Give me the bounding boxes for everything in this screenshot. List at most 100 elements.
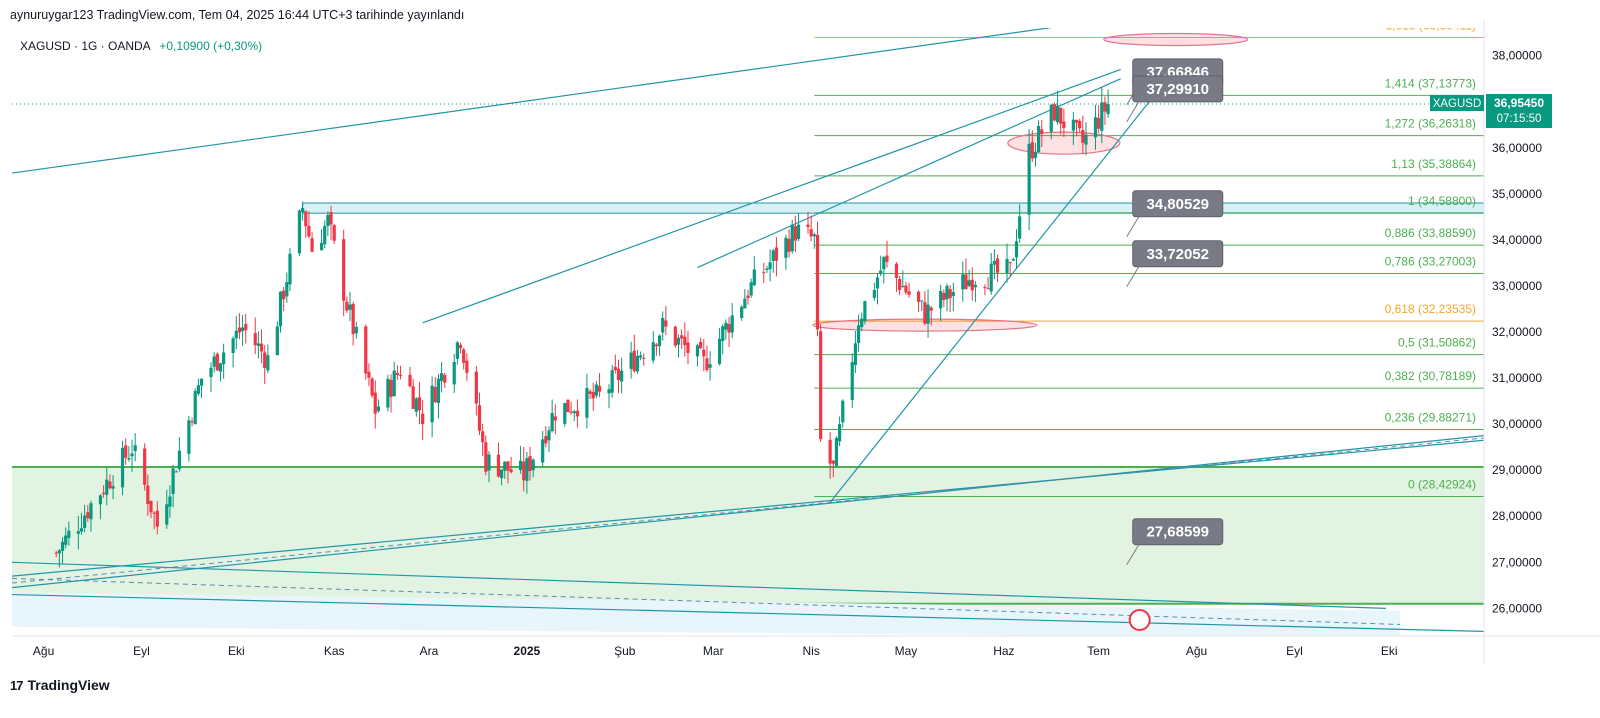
price-callout: 37,29910 [1126, 75, 1224, 123]
candle-body [676, 337, 681, 345]
candle-body [79, 528, 84, 532]
candle-body [951, 292, 955, 296]
candle-body [199, 378, 204, 386]
candle-body [661, 317, 665, 333]
us-flag-icon [1128, 609, 1151, 631]
candle-body [1008, 262, 1012, 264]
candle-body [143, 448, 147, 485]
candle-body [174, 471, 178, 473]
candle-body [639, 355, 643, 358]
candle-body [86, 512, 90, 519]
candle-body [500, 469, 504, 479]
candle-body [872, 289, 876, 298]
x-tick-label: May [895, 644, 918, 658]
resistance-band [302, 202, 1484, 214]
candle-body [127, 458, 131, 460]
candle-body [64, 535, 68, 545]
candle-body [57, 550, 61, 554]
candle-body [796, 224, 801, 239]
candle-body [983, 286, 987, 288]
candle-body [231, 338, 235, 353]
candle-body [762, 272, 766, 274]
fib-label: 0,236 (29,88271) [1385, 411, 1476, 425]
callout-pointer [1126, 544, 1140, 565]
candle-body [323, 225, 327, 245]
candle-body [259, 343, 264, 352]
symbol-tag [1430, 95, 1484, 111]
y-tick-label: 35,00000 [1492, 187, 1542, 201]
candle-body [152, 512, 156, 514]
trendline [12, 435, 1484, 589]
candle-body [354, 326, 358, 334]
candle-body [370, 378, 374, 396]
candle-body [553, 416, 557, 421]
fib-label: 0,618 (32,23535) [1385, 302, 1476, 316]
candle-body [686, 342, 690, 353]
candle-body [297, 210, 302, 254]
candle-body [395, 372, 399, 376]
candle-body [108, 481, 112, 489]
y-tick-label: 36,00000 [1492, 141, 1542, 155]
candle-body [752, 269, 756, 286]
candle-body [408, 374, 412, 387]
candle-body [1055, 105, 1060, 123]
candle-body [433, 387, 437, 403]
candle-body [699, 341, 703, 349]
candle-body [342, 239, 346, 301]
candle-body [651, 342, 655, 361]
symbol-info: XAGUSD · 1G · OANDA [20, 39, 151, 53]
candle-body [436, 378, 441, 403]
symbol-legend[interactable]: XAGUSD · 1G · OANDA +0,10900 (+0,30%) [20, 39, 262, 53]
candle-body [474, 371, 478, 404]
price-tag [1486, 94, 1552, 128]
tradingview-brand[interactable]: 17 TradingView [10, 677, 110, 693]
candle-body [1005, 258, 1009, 274]
x-tick-label: Tem [1087, 644, 1110, 658]
fib-label: 0,786 (33,27003) [1385, 255, 1476, 269]
y-tick-label: 30,00000 [1492, 417, 1542, 431]
candle-body [683, 336, 687, 346]
y-tick-label: 38,00000 [1492, 49, 1542, 63]
candle-body [105, 479, 109, 495]
candle-body [329, 211, 333, 225]
candle-body [275, 326, 279, 356]
candle-body [528, 456, 532, 472]
y-tick-label: 33,00000 [1492, 279, 1542, 293]
candle-body [1040, 129, 1044, 134]
candle-body [727, 324, 731, 333]
candle-body [1103, 102, 1107, 112]
x-tick-label: 2025 [514, 644, 541, 658]
candle-body [680, 335, 684, 339]
candle-body [177, 450, 182, 470]
candle-body [572, 411, 576, 414]
candle-body [793, 226, 797, 241]
tradingview-logo-icon: 17 [10, 677, 24, 693]
candle-body [285, 282, 289, 297]
candle-body [326, 215, 330, 227]
candle-body [1027, 143, 1031, 215]
candle-body [809, 229, 813, 237]
candle-body [487, 454, 491, 471]
candle-body [1084, 134, 1088, 145]
candle-body [253, 333, 257, 346]
candle-body [961, 274, 965, 290]
y-tick-label: 31,00000 [1492, 371, 1542, 385]
candle-body [1106, 103, 1110, 115]
candle-body [964, 274, 968, 290]
candle-body [784, 237, 788, 258]
candle-body [389, 379, 393, 397]
candle-body [970, 279, 974, 291]
channel-midline [12, 437, 1484, 584]
candle-body [133, 445, 137, 452]
candle-body [503, 461, 507, 471]
candle-body [209, 367, 213, 378]
candle-body [585, 388, 589, 418]
fib-label: 0 (28,42924) [1408, 477, 1476, 491]
trendline [829, 73, 1172, 503]
candle-body [787, 238, 791, 252]
candle-body [364, 326, 368, 374]
candle-body [310, 238, 314, 252]
fib-label: 1,13 (35,38864) [1391, 157, 1476, 171]
candle-body [1014, 241, 1019, 258]
